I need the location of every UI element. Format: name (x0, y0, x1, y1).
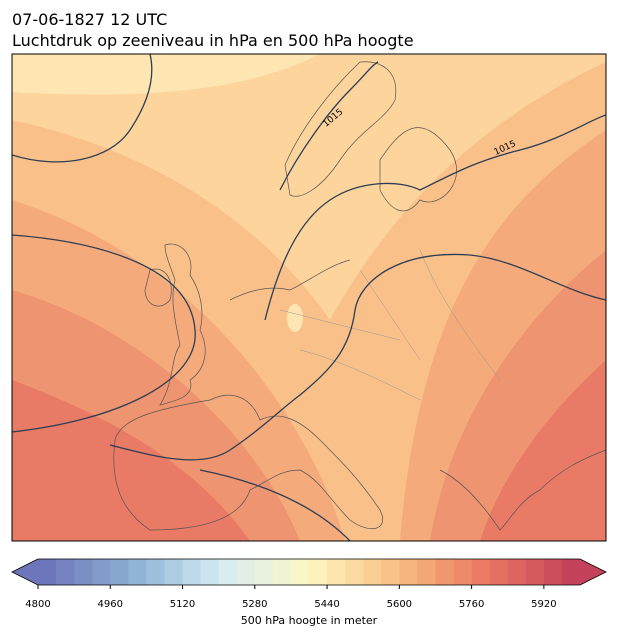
colorbar-segment (164, 559, 184, 585)
colorbar-segment (218, 559, 238, 585)
isobar (264, 114, 606, 321)
title-date: 07-06-1827 12 UTC (12, 10, 167, 29)
colorbar-tick-label: 5440 (314, 599, 339, 610)
colorbar-tick-label: 4960 (98, 599, 123, 610)
coastline (439, 449, 606, 531)
country-border (279, 249, 501, 401)
colorbar-segment (525, 559, 545, 585)
colorbar-segment (110, 559, 129, 585)
colorbar-extend (580, 559, 606, 585)
colorbar-segment (471, 559, 491, 585)
colorbar-tick-label: 5920 (531, 599, 556, 610)
map (12, 54, 606, 541)
coastline (284, 61, 397, 197)
map-frame (11, 53, 607, 542)
isobar (199, 469, 351, 541)
colorbar-tick-label: 4800 (25, 599, 50, 610)
colorbar-segment (453, 559, 473, 585)
colorbar-label: 500 hPa hoogte in meter (241, 614, 378, 627)
colorbar-segment (290, 559, 310, 585)
colorbar-segment (345, 559, 364, 585)
colorbar-tick-label: 5760 (459, 599, 484, 610)
isobar (109, 253, 606, 461)
height-band (287, 304, 303, 332)
colorbar-tick-label: 5600 (387, 599, 412, 610)
colorbar-tick-label: 5280 (242, 599, 267, 610)
colorbar-segment (309, 559, 328, 585)
colorbar-segment (128, 559, 147, 585)
isobar (12, 54, 153, 163)
colorbar-segment (254, 559, 274, 585)
colorbar: 4800 4960 5120 5280 5440 5600 5760 5920 (11, 558, 607, 610)
colorbar-segment (146, 559, 165, 585)
colorbar-segment (74, 559, 93, 585)
colorbar-segment (92, 559, 111, 585)
height-band (12, 54, 606, 541)
colorbar-outline (11, 558, 607, 586)
isobar (12, 234, 196, 433)
colorbar-segment (327, 559, 346, 585)
title-subtitle: Luchtdruk op zeeniveau in hPa en 500 hPa… (12, 31, 414, 50)
coastline (229, 259, 351, 301)
colorbar-segment (417, 559, 436, 585)
colorbar-segment (435, 559, 455, 585)
colorbar-segment (182, 559, 202, 585)
colorbar-segment (543, 559, 563, 585)
colorbar-extend (12, 559, 38, 585)
coastline (379, 127, 457, 212)
coastline (144, 268, 172, 307)
height-band (12, 54, 606, 320)
colorbar-segment (381, 559, 400, 585)
colorbar-segment (236, 559, 256, 585)
colorbar-segment (561, 559, 581, 585)
colorbar-segment (489, 559, 509, 585)
colorbar-tick-label: 5120 (170, 599, 195, 610)
colorbar-segment (363, 559, 382, 585)
colorbar-segment (272, 559, 292, 585)
coastline (113, 394, 383, 531)
colorbar-segment (399, 559, 418, 585)
colorbar-segment (38, 559, 57, 585)
isobar (279, 61, 379, 191)
colorbar-segment (56, 559, 75, 585)
colorbar-segment (200, 559, 220, 585)
colorbar-segment (507, 559, 527, 585)
height-band (12, 54, 320, 95)
